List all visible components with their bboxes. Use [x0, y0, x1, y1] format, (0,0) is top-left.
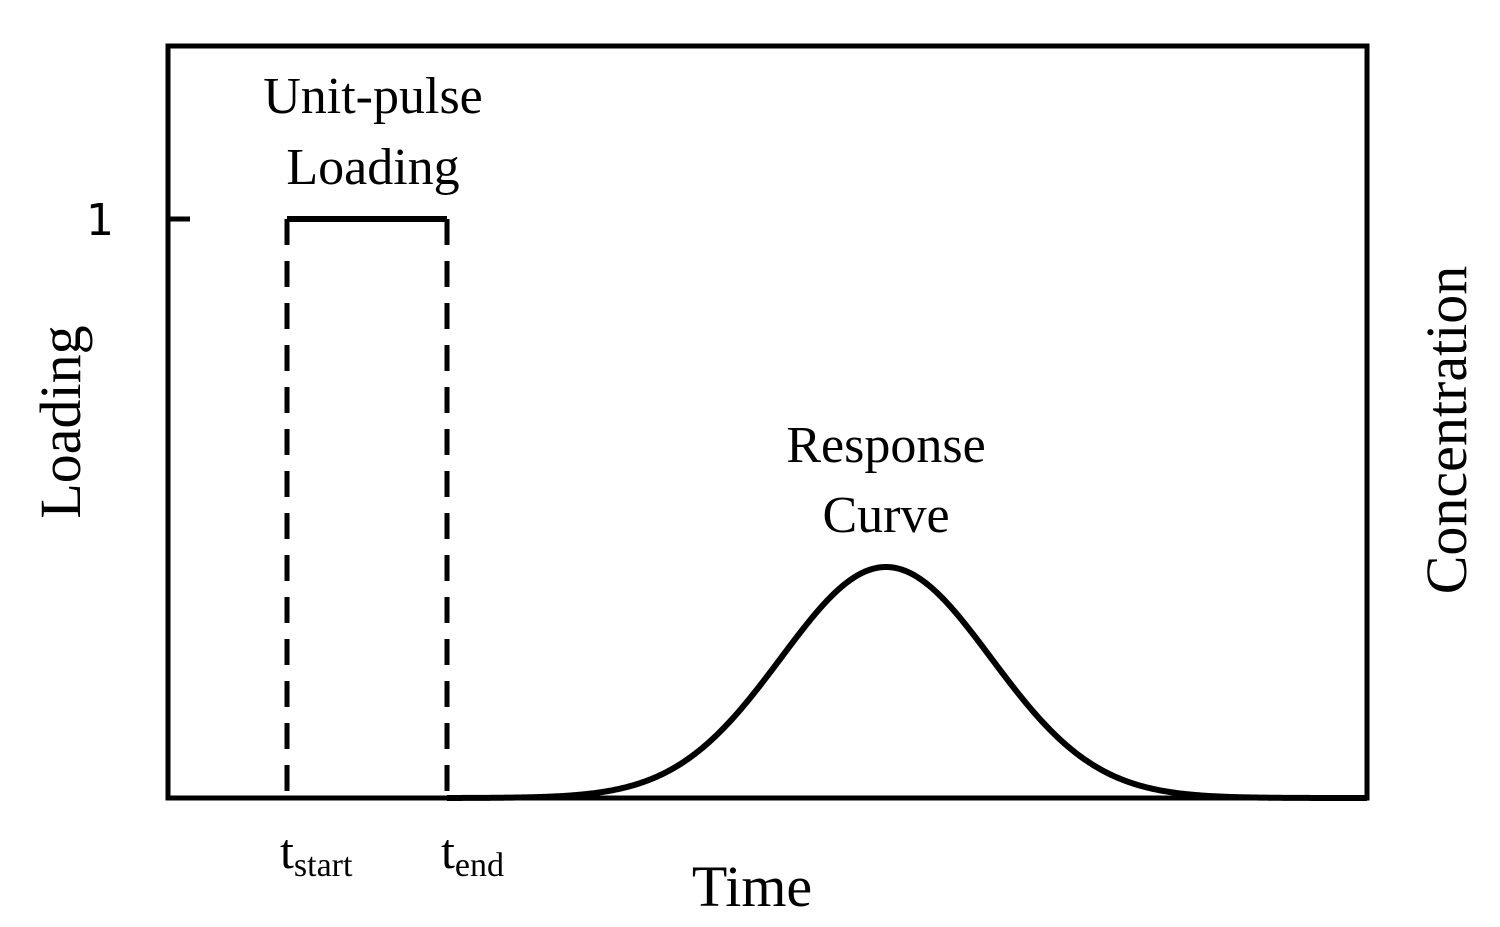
y-tick-one-label: 1	[86, 195, 114, 246]
t-end-subscript: end	[455, 847, 504, 884]
response-curve	[446, 564, 1368, 801]
t-start-base: t	[280, 823, 294, 879]
t-start-label: tstart	[280, 823, 353, 884]
response-label-line2: Curve	[822, 487, 949, 544]
t-start-subscript: start	[294, 847, 353, 884]
pulse-label-line1: Unit-pulse	[263, 68, 483, 125]
t-end-label: tend	[441, 823, 504, 884]
pulse-label-line2: Loading	[286, 139, 459, 196]
x-axis-title: Time	[692, 854, 812, 919]
y-axis-title-right: Concentration	[1414, 266, 1479, 595]
y-axis-title-left: Loading	[28, 325, 93, 518]
plot-frame	[165, 43, 1370, 801]
response-label-line1: Response	[786, 417, 985, 474]
t-end-base: t	[441, 823, 455, 879]
